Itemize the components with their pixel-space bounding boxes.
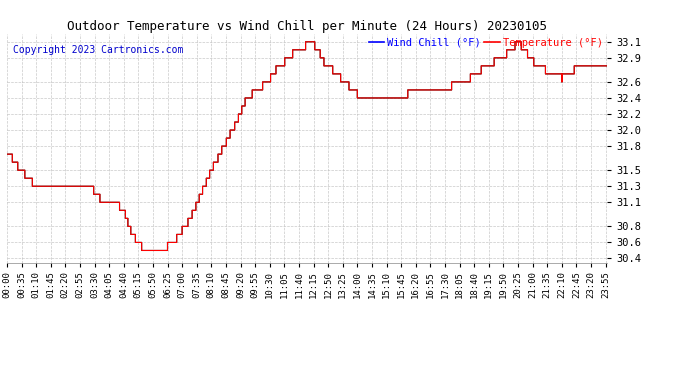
Title: Outdoor Temperature vs Wind Chill per Minute (24 Hours) 20230105: Outdoor Temperature vs Wind Chill per Mi… xyxy=(67,20,547,33)
Legend: Wind Chill (°F), Temperature (°F): Wind Chill (°F), Temperature (°F) xyxy=(364,34,607,52)
Text: Copyright 2023 Cartronics.com: Copyright 2023 Cartronics.com xyxy=(13,45,184,55)
